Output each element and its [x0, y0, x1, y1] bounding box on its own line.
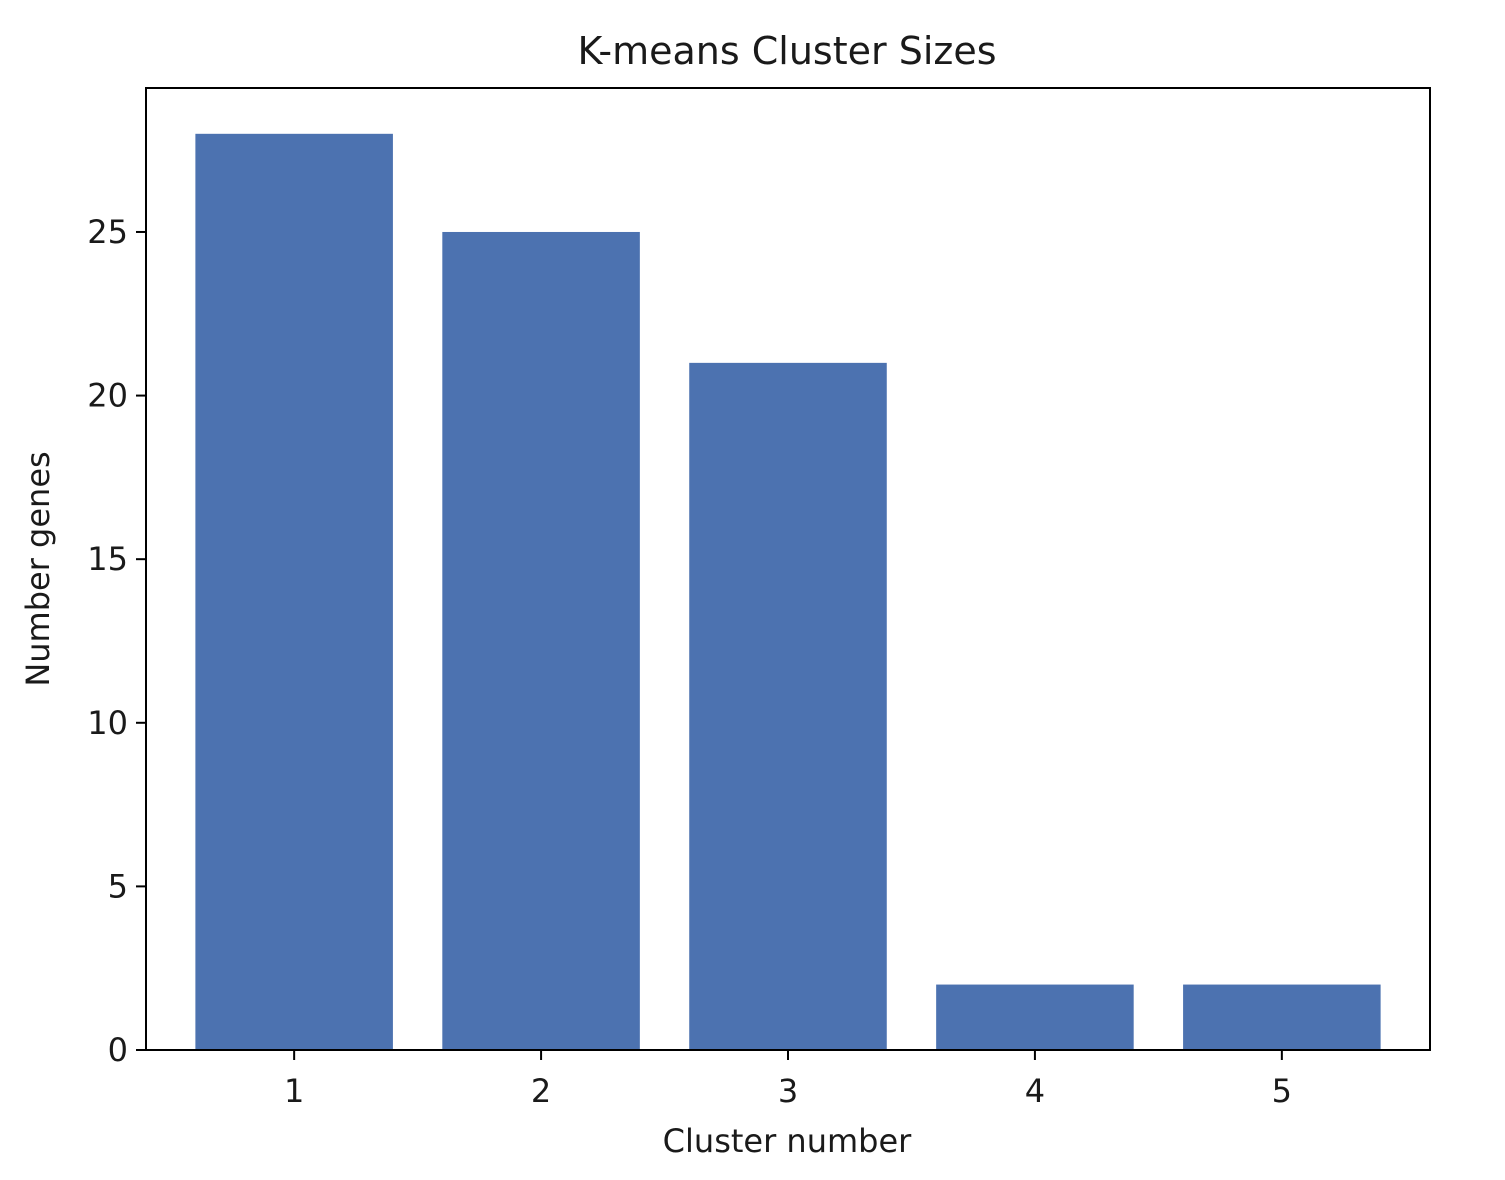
x-axis: 1 2 3 4 5 [284, 1050, 1292, 1110]
x-tick-label: 5 [1272, 1072, 1292, 1110]
bar-cluster-3 [689, 362, 887, 1050]
chart-title: K-means Cluster Sizes [577, 29, 996, 73]
y-axis: 0 5 10 15 20 25 [87, 213, 146, 1069]
x-tick-label: 4 [1025, 1072, 1045, 1110]
y-tick-label: 20 [87, 377, 128, 415]
bar-cluster-5 [1183, 984, 1381, 1050]
bar-cluster-1 [195, 133, 393, 1050]
bars-layer [195, 133, 1381, 1051]
y-tick-label: 15 [87, 540, 128, 578]
y-tick-label: 0 [108, 1031, 128, 1069]
y-tick-label: 5 [108, 867, 128, 905]
bar-cluster-4 [936, 984, 1134, 1050]
bar-cluster-2 [442, 231, 640, 1051]
plot-frame [145, 87, 1431, 1051]
x-tick-label: 1 [284, 1072, 304, 1110]
y-axis-label: Number genes [19, 451, 57, 686]
x-tick-label: 3 [778, 1072, 798, 1110]
y-tick-label: 10 [87, 704, 128, 742]
x-axis-label: Cluster number [663, 1122, 912, 1160]
x-tick-label: 2 [531, 1072, 551, 1110]
y-tick-label: 25 [87, 213, 128, 251]
